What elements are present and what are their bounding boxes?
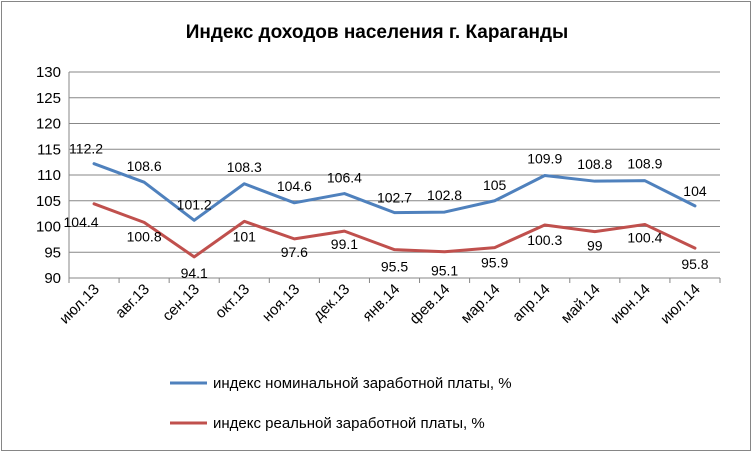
data-label: 100.4 [627, 229, 662, 245]
data-label: 99.1 [331, 236, 358, 252]
x-tick-label: сен.13 [159, 281, 203, 325]
x-axis: июл.13 авг.13 сен.13 окт.13 ноя.13 дек.13 янв.… [56, 277, 721, 328]
x-tick-label: ноя.13 [259, 281, 303, 325]
x-tick-label: янв.14 [359, 281, 403, 325]
x-tick-label: фев.14 [406, 281, 453, 328]
data-label: 108.3 [227, 159, 262, 175]
data-label: 95.5 [381, 259, 408, 275]
data-label: 112.2 [69, 141, 103, 157]
legend-label: индекс реальной заработной платы, % [213, 415, 485, 432]
x-tick-label: окт.13 [212, 281, 253, 322]
data-label: 108.9 [627, 156, 662, 172]
data-label: 94.1 [181, 265, 208, 281]
data-label: 102.7 [377, 190, 412, 206]
x-tick-label: апр.14 [509, 281, 553, 325]
data-label: 100.8 [127, 228, 162, 244]
y-tick-label: 105 [36, 193, 61, 210]
y-tick-label: 130 [36, 64, 61, 81]
legend: индекс номинальной заработной платы, % ин… [170, 375, 512, 432]
x-tick-label: май.14 [558, 281, 604, 327]
data-label: 101 [233, 228, 257, 244]
gridlines [69, 71, 720, 279]
y-tick-label: 125 [36, 90, 61, 107]
data-label: 108.6 [127, 158, 162, 174]
data-label: 95.9 [481, 255, 508, 271]
y-tick-label: 100 [36, 219, 61, 236]
data-label: 105 [483, 177, 507, 193]
x-tick-label: июл.13 [56, 281, 103, 328]
data-label: 104.4 [64, 214, 99, 230]
data-label: 101.2 [177, 196, 212, 212]
x-tick-label: авг.13 [112, 281, 153, 322]
series-line-nominal [92, 162, 697, 222]
x-tick-label: дек.13 [310, 281, 353, 324]
y-tick-label: 120 [36, 116, 61, 133]
y-tick-label: 110 [37, 167, 61, 184]
x-tick-label: мар.14 [458, 281, 504, 327]
data-label: 95.1 [431, 263, 458, 279]
data-label: 104 [683, 183, 707, 199]
x-tick-label: июн.14 [607, 281, 654, 328]
chart-title: Индекс доходов населения г. Караганды [186, 22, 569, 43]
y-tick-label: 90 [44, 270, 61, 287]
data-label: 104.6 [277, 178, 312, 194]
series-group [92, 162, 697, 259]
data-label: 97.6 [281, 244, 308, 260]
data-label: 100.3 [527, 232, 562, 248]
series-line-real [92, 202, 697, 259]
data-labels: 112.2 108.6 101.2 108.3 104.6 106.4 102.7 102.8… [64, 141, 709, 281]
data-label: 95.8 [681, 256, 708, 272]
data-label: 102.8 [427, 187, 462, 203]
data-label: 109.9 [527, 151, 562, 167]
y-axis: 90 95 100 105 110 115 120 125 130 [36, 64, 70, 287]
data-label: 99 [587, 238, 603, 254]
data-label: 106.4 [327, 170, 362, 186]
y-tick-label: 95 [44, 244, 61, 261]
data-label: 108.8 [577, 156, 612, 172]
y-tick-label: 115 [37, 141, 61, 158]
legend-label: индекс номинальной заработной платы, % [213, 375, 512, 392]
x-tick-label: июл.14 [657, 281, 704, 328]
